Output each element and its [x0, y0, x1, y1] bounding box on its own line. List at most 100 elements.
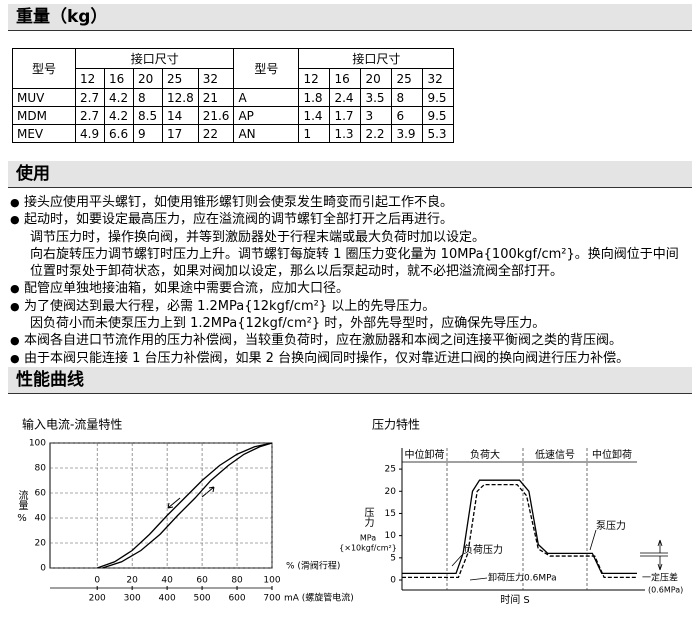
table-cell: 1.4 — [298, 106, 331, 125]
table-row: 12 16 20 25 32 12 16 20 25 32 — [13, 68, 455, 89]
x2-tick-label: 200 — [89, 594, 106, 604]
x-tick-label: 60 — [196, 576, 208, 586]
phase-label: 负荷大 — [470, 448, 500, 461]
table-cell: 2.4 — [329, 88, 362, 107]
table-header: 12 — [298, 68, 331, 89]
table-cell: A — [233, 88, 300, 107]
y-axis-unit: % — [17, 513, 27, 524]
phase-label: 中位卸荷 — [405, 448, 445, 461]
table-cell: 6.6 — [104, 124, 134, 143]
annotation: 卸荷压力0.6MPa — [488, 572, 557, 584]
weight-table: 型号 接口尺寸 型号 接口尺寸 12 16 20 25 32 12 16 20 25 32 MUV 2.7 4.… — [12, 48, 455, 143]
list-text: 由于本阀只能连接 1 台压力补偿阀，如果 2 台换向阀同时操作，仅对靠近进口阀的… — [10, 350, 679, 368]
table-cell: 1 — [298, 124, 331, 143]
phase-label: 低速信号 — [535, 448, 575, 461]
series-label: 负荷压力 — [463, 543, 503, 556]
y-axis-label: 压力 — [362, 507, 374, 528]
x2-tick-label: 500 — [193, 594, 210, 604]
y-tick-label: 0 — [40, 564, 46, 574]
section-header: 性能曲线 — [8, 367, 692, 394]
list-text: 本阀各自进口节流作用的压力补偿阀，当较重负荷时，应在激励器和本阀之间连接平衡阀之… — [10, 332, 679, 350]
table-cell: 6 — [391, 106, 424, 125]
list-text: 因负荷小而未使泵压力上到 1.2MPa{12kgf/cm²} 时，外部先导型时，… — [30, 316, 546, 332]
x-tick-label: 40 — [161, 576, 173, 586]
table-cell: 1.8 — [298, 88, 331, 107]
section-header: 重量（kg） — [8, 4, 692, 31]
table-cell: 2.7 — [75, 106, 105, 125]
phase-label: 中位卸荷 — [592, 448, 632, 461]
x2-axis-label: mA (螺旋管电流) — [284, 592, 354, 604]
table-cell: AP — [233, 106, 300, 125]
table-cell: 1.3 — [329, 124, 362, 143]
table-row: MUV 2.7 4.2 8 12.8 21 A 1.8 2.4 3.5 8 9.5 — [12, 88, 455, 107]
y-tick-label: 60 — [35, 489, 47, 499]
section-header: 使用 — [8, 161, 692, 188]
plot-frame — [49, 442, 273, 569]
table-cell: 21.6 — [197, 106, 235, 125]
table-cell: 2.7 — [75, 88, 105, 107]
x2-tick-label: 700 — [263, 594, 280, 604]
y-tick-label: 15 — [385, 509, 396, 519]
chart-title: 输入电流-流量特性 — [22, 417, 122, 432]
y-tick-label: 40 — [35, 514, 47, 524]
y-tick-label: 10 — [385, 531, 397, 541]
y-axis-unit: MPa — [360, 534, 376, 543]
list-text: 调节压力时，操作换向阀，并等到激励器处于行程末端或最大负荷时加以设定。 — [30, 229, 486, 245]
x-axis-label: 时间 S — [500, 593, 530, 606]
table-cell: MUV — [12, 88, 76, 107]
table-header: 12 — [75, 68, 105, 89]
x-axis-label: % (滑阀行程) — [286, 560, 340, 572]
table-cell: 9.5 — [422, 88, 455, 107]
x-tick-label: 100 — [263, 576, 280, 586]
table-cell: MEV — [12, 124, 76, 143]
x2-tick-label: 400 — [159, 594, 176, 604]
x2-tick-label: 300 — [124, 594, 141, 604]
table-cell: 8 — [391, 88, 424, 107]
table-cell: 3.9 — [391, 124, 424, 143]
table-cell: 8.5 — [133, 106, 163, 125]
table-cell: 4.9 — [75, 124, 105, 143]
table-cell: 4.2 — [104, 88, 134, 107]
table-cell: 21 — [197, 88, 235, 107]
table-cell: 3 — [360, 106, 393, 125]
table-row: MEV 4.9 6.6 9 17 22 AN 1 1.3 2.2 3.9 5.3 — [12, 124, 455, 143]
data-line — [102, 442, 273, 569]
table-cell: 9.5 — [422, 106, 455, 125]
table-header: 32 — [197, 68, 235, 89]
y-tick-label: 20 — [35, 539, 47, 549]
y-tick-label: 25 — [385, 465, 396, 475]
table-header: 25 — [162, 68, 199, 89]
table-cell: 2.2 — [360, 124, 393, 143]
table-header: 接口尺寸 — [74, 48, 235, 69]
table-header: 20 — [360, 68, 393, 89]
y-tick-label: 20 — [385, 487, 397, 497]
table-cell: 4.2 — [104, 106, 134, 125]
table-row: MDM 2.7 4.2 8.5 14 21.6 AP 1.4 1.7 3 6 9.5 — [12, 106, 455, 125]
list-text: 向右旋转压力调节螺钉时压力上升。调节螺钉每旋转 1 圈压力变化量为 10MPa{… — [30, 246, 679, 262]
y-axis-unit: {×10kgf/cm²} — [339, 544, 397, 553]
table-cell: 22 — [197, 124, 235, 143]
table-cell: MDM — [12, 106, 76, 125]
annotation: (0.6MPa) — [648, 586, 683, 595]
series-label: 泵压力 — [596, 519, 626, 532]
table-cell: 17 — [162, 124, 199, 143]
data-line — [402, 479, 637, 575]
table-cell: 1.7 — [329, 106, 362, 125]
table-cell: 3.5 — [360, 88, 393, 107]
list-text: 位置时泵处于卸荷状态，如果对阀加以设定，那么以后泵起动时，就不必把溢流阀全部打开… — [30, 264, 564, 280]
y-axis-label: 流量 — [16, 489, 28, 510]
y-tick-label: 100 — [29, 439, 46, 449]
table-header: 16 — [329, 68, 362, 89]
arrow — [167, 486, 215, 509]
table-header: 32 — [422, 68, 455, 89]
table-header: 型号 — [233, 48, 300, 89]
table-header: 接口尺寸 — [298, 48, 455, 69]
table-cell: 8 — [133, 88, 163, 107]
table-cell: 5.3 — [422, 124, 455, 143]
table-cell: 12.8 — [162, 88, 199, 107]
list-text: 为了使阀达到最大行程，必需 1.2MPa{12kgf/cm²} 以上的先导压力。 — [10, 298, 679, 316]
x-tick-label: 0 — [94, 576, 100, 586]
table-row: 型号 接口尺寸 型号 接口尺寸 — [12, 48, 455, 89]
